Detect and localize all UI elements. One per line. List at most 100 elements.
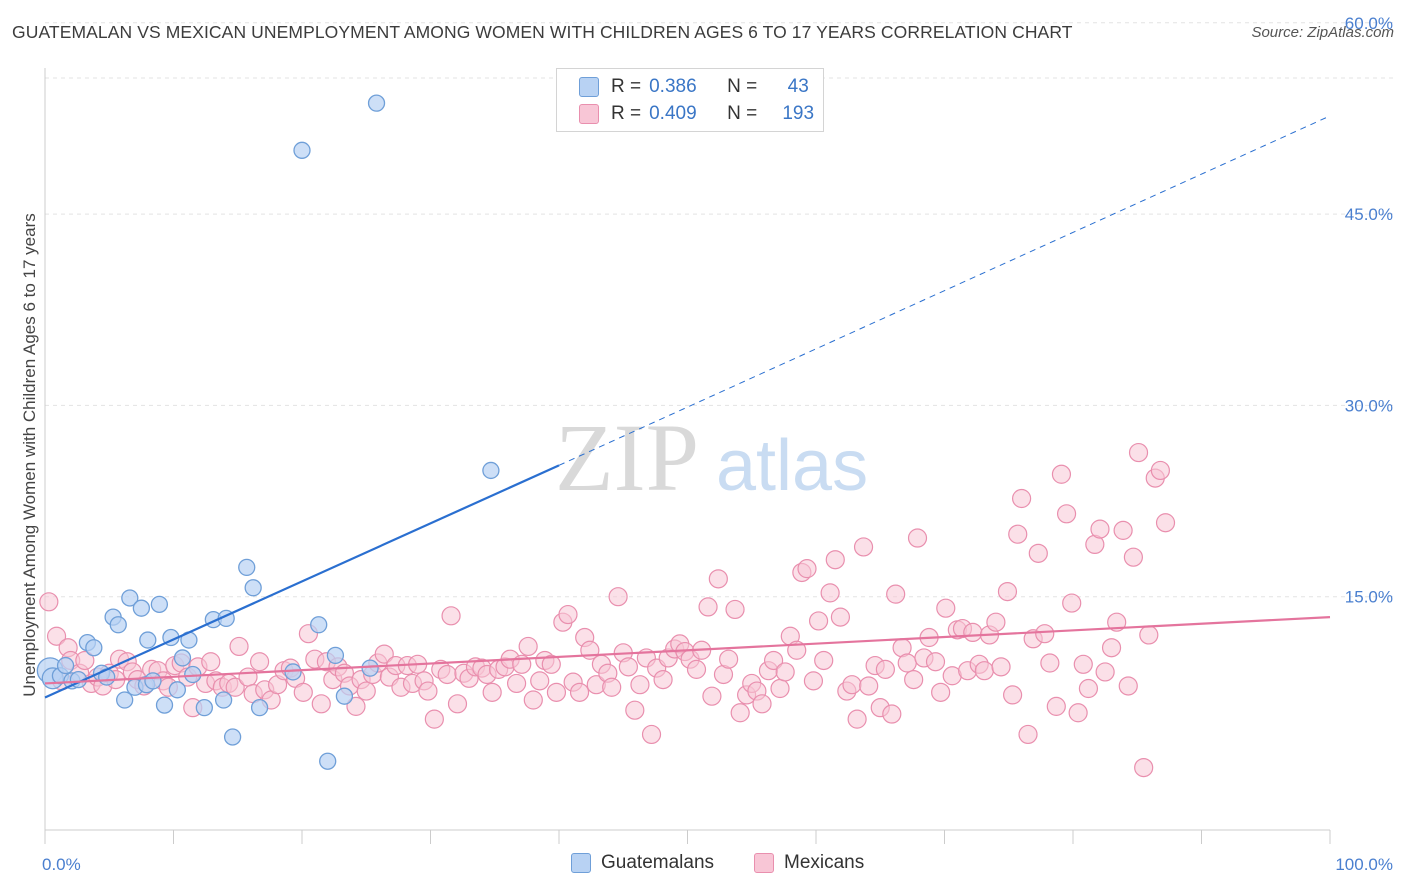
r-label: R = bbox=[611, 103, 642, 124]
mexicans-point bbox=[506, 673, 527, 694]
mexicans-point bbox=[1028, 543, 1048, 563]
mexicans-point bbox=[803, 671, 824, 691]
mexicans-point bbox=[46, 626, 67, 646]
mexicans-point bbox=[608, 587, 628, 607]
mexicans-point bbox=[356, 681, 376, 701]
mexicans-point bbox=[546, 682, 567, 702]
mexicans-point bbox=[1128, 442, 1149, 463]
mexicans-point bbox=[847, 709, 867, 729]
legend-item-mexicans[interactable]: Mexicans bbox=[754, 852, 864, 874]
watermark-atlas: atlas bbox=[716, 426, 868, 506]
guatemalans-point bbox=[132, 599, 151, 617]
mexicans-point bbox=[882, 704, 902, 724]
tick-labels: 15.0% 30.0% 45.0% 60.0% 0.0% 100.0% bbox=[42, 14, 1393, 874]
mexicans-point bbox=[1118, 676, 1138, 696]
mexicans-point bbox=[630, 675, 650, 695]
x-tick-label: 100.0% bbox=[1335, 855, 1393, 874]
series-legend: Guatemalans Mexicans bbox=[0, 852, 1406, 878]
mexicans-point bbox=[763, 650, 784, 671]
mexicans-point bbox=[482, 682, 502, 702]
mexicans-point bbox=[936, 598, 956, 618]
legend-label-mexicans: Mexicans bbox=[784, 852, 865, 873]
x-tick-label: 0.0% bbox=[42, 855, 81, 874]
mexicans-point bbox=[541, 654, 561, 674]
mexicans-point bbox=[1134, 757, 1154, 778]
guatemalans-point bbox=[85, 639, 103, 657]
guatemalans-point bbox=[109, 616, 127, 634]
mexicans-point bbox=[558, 604, 578, 625]
mexicans-swatch bbox=[754, 853, 774, 873]
axes bbox=[44, 68, 1331, 844]
guatemalans-point bbox=[214, 691, 233, 709]
guatemalans-point bbox=[168, 681, 187, 699]
y-tick-label: 60.0% bbox=[1345, 14, 1393, 33]
mexicans-point bbox=[518, 636, 538, 657]
mexicans-point bbox=[907, 528, 928, 548]
guatemalans-trend-line bbox=[44, 464, 560, 699]
mexicans-point bbox=[75, 650, 95, 671]
mexicans-point bbox=[1018, 724, 1038, 745]
stats-legend: R = 0.386 N = 43 R = 0.409 N = 193 bbox=[556, 68, 824, 132]
mexicans-point bbox=[1139, 625, 1159, 645]
mexicans-point bbox=[523, 690, 543, 710]
mexicans-point bbox=[825, 550, 845, 570]
mexicans-point bbox=[441, 606, 461, 626]
mexicans-point bbox=[730, 703, 750, 723]
mexicans-point bbox=[293, 682, 313, 702]
mexicans-point bbox=[1078, 678, 1099, 699]
mexicans-point bbox=[830, 607, 851, 627]
mexicans-point bbox=[346, 696, 366, 716]
guatemalans-point bbox=[223, 728, 242, 746]
mexicans-point bbox=[653, 669, 673, 690]
n-label: N = bbox=[727, 76, 758, 97]
mexicans-point bbox=[447, 694, 468, 714]
guatemalans-point bbox=[238, 558, 256, 577]
mexicans-point bbox=[1035, 624, 1055, 644]
guatemalans-point bbox=[116, 691, 134, 709]
legend-row-guatemalans: R = 0.386 N = 43 bbox=[579, 75, 821, 99]
mexicans-point bbox=[1155, 513, 1176, 533]
guatemalans-point bbox=[293, 141, 311, 159]
mexicans-point bbox=[842, 675, 862, 695]
mexicans-point bbox=[641, 724, 662, 745]
mexicans-point bbox=[853, 537, 874, 557]
mexicans-point bbox=[1040, 653, 1060, 673]
mexicans-point bbox=[925, 652, 946, 672]
mexicans-point bbox=[986, 612, 1006, 632]
mexicans-point bbox=[997, 581, 1018, 602]
mexicans-point bbox=[374, 644, 394, 664]
mexicans-point bbox=[225, 677, 245, 697]
trend-lines bbox=[44, 115, 1331, 699]
mexicans-point bbox=[602, 677, 622, 697]
mexicans-point bbox=[229, 636, 249, 657]
guatemalans-point bbox=[139, 631, 157, 649]
mexicans-point bbox=[1123, 547, 1143, 567]
mexicans-point bbox=[1090, 519, 1110, 539]
mexicans-point bbox=[931, 682, 951, 702]
mexicans-point bbox=[39, 592, 59, 612]
mexicans-point bbox=[249, 652, 270, 672]
guatemalans-point bbox=[56, 656, 75, 675]
mexicans-point bbox=[797, 559, 817, 579]
mexicans-swatch bbox=[579, 104, 599, 124]
mexicans-point bbox=[424, 709, 444, 729]
legend-item-guatemalans[interactable]: Guatemalans bbox=[571, 852, 714, 874]
chart-title: GUATEMALAN VS MEXICAN UNEMPLOYMENT AMONG… bbox=[12, 22, 1073, 42]
mexicans-point bbox=[238, 667, 258, 687]
guatemalans-point bbox=[173, 649, 192, 667]
mexicans-point bbox=[1073, 654, 1093, 674]
guatemalans-point bbox=[150, 595, 169, 614]
watermark-zip: ZIP bbox=[555, 404, 699, 511]
mexicans-point bbox=[1062, 593, 1082, 613]
mexicans-point bbox=[1068, 703, 1088, 723]
mexicans-point bbox=[1056, 504, 1077, 524]
source-label: Source: ZipAtlas.com bbox=[1251, 24, 1394, 41]
guatemalans-trend-extension bbox=[558, 115, 1331, 466]
mexicans-point bbox=[875, 659, 895, 679]
mexicans-point bbox=[725, 599, 745, 620]
guatemalans-point bbox=[244, 579, 262, 597]
y-tick-label: 30.0% bbox=[1345, 396, 1393, 415]
mexicans-point bbox=[770, 678, 790, 699]
guatemalans-point bbox=[361, 659, 379, 677]
